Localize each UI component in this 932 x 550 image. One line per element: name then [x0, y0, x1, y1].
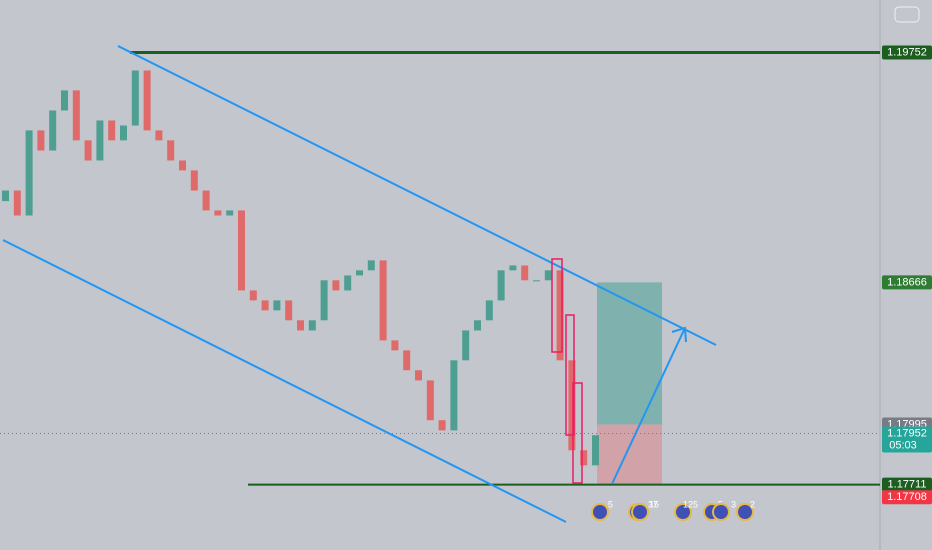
price-label: 1.18666	[887, 276, 927, 288]
candle-body	[285, 300, 293, 321]
highlight-box	[565, 314, 575, 436]
price-axis	[880, 0, 932, 550]
price-label-bg	[882, 426, 932, 453]
event-count: 3	[731, 499, 736, 509]
candle-body	[84, 140, 92, 161]
candle-body	[556, 270, 564, 361]
candle-body	[37, 130, 45, 151]
candle-body	[226, 210, 234, 216]
candle-body	[580, 450, 588, 466]
candle-body	[261, 300, 269, 311]
candle-body	[521, 265, 529, 281]
price-label-bg	[882, 490, 932, 505]
price-label: 1.17711	[888, 478, 927, 490]
candle-body	[214, 210, 222, 216]
candle-body	[356, 270, 363, 276]
candle-body	[485, 300, 493, 321]
target-zone	[597, 282, 662, 425]
event-icon	[712, 503, 730, 521]
candle-body	[297, 320, 304, 331]
candle-body	[391, 340, 399, 351]
candle-body	[202, 190, 210, 211]
candle-body	[25, 130, 33, 216]
highlight-box	[551, 258, 563, 353]
stop-zone	[597, 424, 662, 485]
price-label: 1.19752	[887, 46, 927, 58]
candle-body	[61, 90, 68, 111]
event-icon	[591, 503, 609, 521]
candle-body	[108, 120, 116, 141]
candle-body	[273, 300, 281, 311]
price-label: 1.17708	[887, 491, 927, 503]
candle-body	[379, 260, 387, 341]
price-label-bg	[882, 275, 932, 290]
candle-body	[462, 330, 470, 361]
candle-body	[415, 370, 422, 381]
candle-body	[438, 420, 446, 431]
highlight-box	[572, 382, 583, 484]
candle-body	[344, 275, 352, 291]
candle-body	[544, 270, 552, 281]
candle-body	[2, 190, 9, 202]
channel-upper	[117, 45, 717, 346]
candle-body	[426, 380, 434, 421]
candle-body	[308, 320, 316, 331]
event-icon	[674, 503, 692, 521]
candle-body	[143, 70, 151, 131]
event-count: 37	[648, 499, 658, 509]
event-count: 15	[649, 499, 659, 509]
candle-body	[72, 90, 80, 141]
candle-body	[131, 70, 139, 126]
candle-body	[238, 210, 245, 291]
arrow-head	[671, 326, 687, 343]
candle-body	[568, 360, 576, 451]
candle-body	[249, 290, 257, 301]
candle-body	[120, 125, 127, 141]
price-label: 1.17952	[887, 427, 927, 439]
arrow-line	[611, 329, 685, 485]
candle-body	[320, 280, 328, 321]
settings-button[interactable]	[894, 6, 920, 23]
price-label-bg	[882, 45, 932, 60]
candle-body	[49, 110, 57, 151]
candle-body	[190, 170, 198, 191]
event-count: 125	[683, 499, 698, 509]
candle-body	[592, 435, 599, 466]
event-count: 5	[608, 499, 613, 509]
candle-body	[13, 190, 21, 216]
candle-body	[474, 320, 481, 331]
price-label-bg	[882, 477, 932, 492]
event-count: 2	[750, 499, 755, 509]
candle-body	[403, 350, 411, 371]
candle-body	[533, 280, 540, 282]
channel-lower	[2, 239, 567, 523]
candle-body	[509, 265, 517, 271]
event-icon	[631, 503, 649, 521]
candle-body	[450, 360, 458, 431]
candle-body	[155, 130, 163, 141]
candle-body	[497, 270, 505, 301]
candle-body	[179, 160, 186, 171]
countdown: 05:03	[889, 439, 917, 451]
event-icon	[736, 503, 754, 521]
candle-body	[332, 280, 340, 291]
candle-body	[167, 140, 175, 161]
candle-body	[367, 260, 375, 271]
candle-body	[96, 120, 104, 161]
